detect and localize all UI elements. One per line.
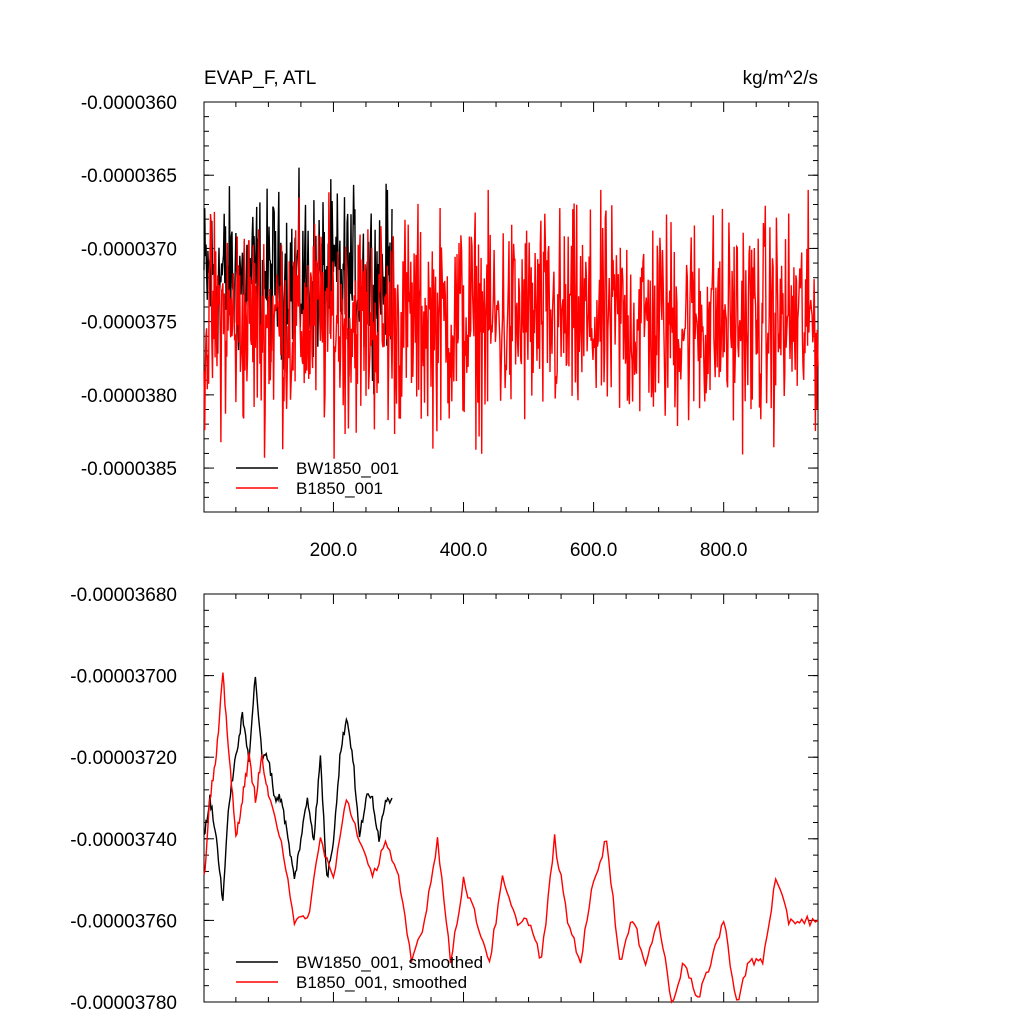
x-tick-label: 800.0 [700,540,748,561]
y-tick-label: -0.00003680 [70,585,177,606]
top-title-left: EVAP_F, ATL [204,68,316,89]
top-axes: -0.0000360 -0.0000365 -0.0000370 -0.0000375… [81,93,818,561]
y-tick-label: -0.00003700 [70,667,177,688]
y-tick-label: -0.0000365 [81,166,177,187]
legend-label: BW1850_001 [296,459,399,478]
series-line [203,676,393,901]
legend-label: B1850_001, smoothed [296,973,467,992]
y-tick-label: -0.0000385 [81,459,177,480]
top-title-right: kg/m^2/s [743,68,818,89]
legend-label: B1850_001 [296,479,383,498]
y-tick-label: -0.0000380 [81,386,177,407]
bottom-series-group [203,672,819,1004]
series-line [203,672,819,1004]
y-tick-label: -0.0000370 [81,239,177,260]
x-tick-label: 200.0 [310,540,358,561]
bottom-plot-frame [203,593,819,1003]
y-tick-label: -0.00003740 [70,830,177,851]
y-tick-label: -0.00003780 [70,993,177,1014]
x-tick-label: 600.0 [570,540,618,561]
y-tick-label: -0.00003720 [70,748,177,769]
top-series-group [203,167,819,459]
x-tick-label: 400.0 [440,540,488,561]
y-tick-label: -0.0000360 [81,93,177,114]
y-tick-label: -0.0000375 [81,313,177,334]
legend-label: BW1850_001, smoothed [296,953,483,972]
series-line [203,189,819,459]
bottom-axes: -0.00003680 -0.00003700 -0.00003720 -0.0000… [70,585,818,1014]
y-tick-label: -0.00003760 [70,911,177,932]
